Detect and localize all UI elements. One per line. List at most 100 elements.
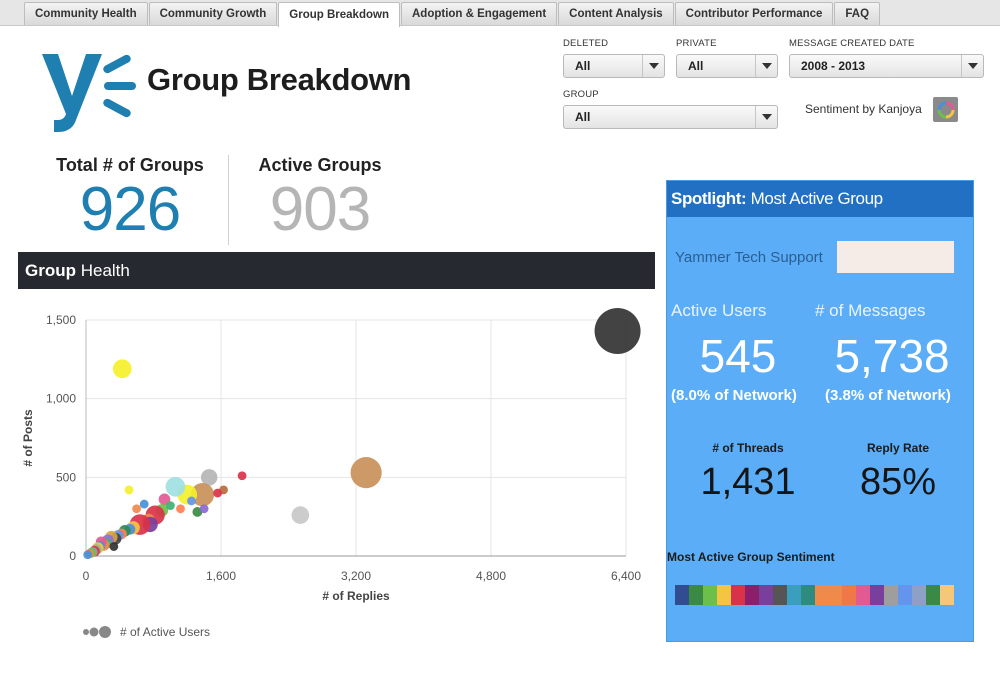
sentiment-segment bbox=[912, 585, 927, 605]
scatter-point bbox=[200, 469, 218, 486]
kpi-total-value: 926 bbox=[79, 175, 181, 244]
messages-value: 5,738 bbox=[834, 330, 950, 382]
spotlight-group-name[interactable]: Yammer Tech Support bbox=[675, 249, 823, 266]
kpi-active-value: 903 bbox=[269, 175, 371, 244]
page-title: Group Breakdown bbox=[147, 62, 412, 97]
chevron-down-icon[interactable] bbox=[755, 55, 777, 77]
filter-group: GROUP All bbox=[563, 89, 778, 129]
tabs: Community Health Community Growth Group Br… bbox=[24, 2, 881, 27]
scatter-point bbox=[199, 504, 209, 514]
spotlight-panel: Spotlight: Most Active Group Yammer Tech… bbox=[666, 180, 974, 642]
y-axis-label: # of Posts bbox=[21, 409, 35, 467]
sentiment-segment bbox=[675, 585, 689, 605]
deleted-select-value: All bbox=[575, 59, 591, 73]
filter-date-label: MESSAGE CREATED DATE bbox=[789, 38, 915, 49]
tab-faq[interactable]: FAQ bbox=[834, 2, 881, 25]
filter-group-label: GROUP bbox=[563, 89, 599, 100]
kanjoya-logo-icon[interactable] bbox=[933, 97, 958, 122]
kpi-divider bbox=[228, 155, 229, 245]
legend-label: # of Active Users bbox=[120, 625, 210, 639]
scatter-point bbox=[350, 457, 382, 489]
tab-adoption-engagement[interactable]: Adoption & Engagement bbox=[400, 2, 558, 25]
x-tick-label: 0 bbox=[83, 569, 90, 583]
filter-date: MESSAGE CREATED DATE 2008 - 2013 bbox=[789, 38, 984, 78]
spotlight-title-rest: Most Active Group bbox=[746, 189, 884, 208]
tab-bar: Community Health Community Growth Group Br… bbox=[0, 0, 1000, 27]
legend-dot-small bbox=[83, 629, 89, 635]
chevron-down-icon[interactable] bbox=[755, 106, 777, 128]
legend-dot-large bbox=[99, 626, 111, 638]
deleted-select[interactable]: All bbox=[563, 54, 665, 78]
scatter-point bbox=[213, 488, 223, 498]
filter-deleted: DELETED All bbox=[563, 38, 665, 78]
scatter-point bbox=[165, 476, 186, 497]
section-title-bold: Group bbox=[25, 261, 76, 280]
y-tick-label: 500 bbox=[56, 470, 76, 484]
sentiment-segment bbox=[800, 585, 815, 605]
kpi-active-groups: Active Groups 903 bbox=[240, 155, 400, 242]
scatter-point bbox=[237, 471, 247, 481]
kpi-total-label: Total # of Groups bbox=[56, 155, 204, 175]
spotlight-title-bold: Spotlight: bbox=[671, 189, 747, 208]
scatter-point bbox=[291, 506, 310, 524]
sentiment-segment bbox=[772, 585, 787, 605]
scatter-point bbox=[190, 482, 215, 507]
x-tick-label: 4,800 bbox=[476, 569, 506, 583]
tab-community-growth[interactable]: Community Growth bbox=[148, 2, 278, 25]
scatter-point bbox=[165, 501, 175, 511]
yammer-logo-icon bbox=[36, 42, 141, 137]
tab-contributor-performance[interactable]: Contributor Performance bbox=[674, 2, 834, 25]
reply-rate-label: Reply Rate bbox=[866, 441, 930, 455]
sentiment-segment bbox=[716, 585, 731, 605]
date-select[interactable]: 2008 - 2013 bbox=[789, 54, 984, 78]
y-tick-label: 1,000 bbox=[46, 392, 76, 406]
sentiment-title: Most Active Group Sentiment bbox=[667, 550, 835, 564]
sentiment-segment bbox=[744, 585, 759, 605]
scatter-point bbox=[109, 542, 119, 551]
private-select-value: All bbox=[688, 59, 704, 73]
sentiment-segment bbox=[940, 585, 955, 605]
scatter-point bbox=[176, 504, 185, 514]
tab-community-health[interactable]: Community Health bbox=[24, 2, 148, 25]
sentiment-segment bbox=[870, 585, 885, 605]
y-tick-label: 0 bbox=[69, 549, 76, 563]
active-users-value: 545 bbox=[699, 330, 777, 382]
sentiment-segment bbox=[702, 585, 717, 605]
scatter-point bbox=[112, 359, 132, 379]
scatter-point bbox=[132, 504, 142, 514]
private-select[interactable]: All bbox=[676, 54, 778, 78]
scatter-point bbox=[139, 499, 149, 509]
chevron-down-icon[interactable] bbox=[961, 55, 983, 77]
x-tick-label: 3,200 bbox=[341, 569, 371, 583]
sentiment-segment bbox=[898, 585, 913, 605]
date-select-value: 2008 - 2013 bbox=[801, 59, 866, 73]
sentiment-segment bbox=[926, 585, 941, 605]
spotlight-header: Spotlight: Most Active Group bbox=[667, 181, 973, 217]
scatter-point bbox=[187, 496, 196, 506]
x-axis-label: # of Replies bbox=[322, 589, 390, 603]
filter-private-label: PRIVATE bbox=[676, 38, 717, 49]
spotlight-group-swatch bbox=[837, 241, 954, 273]
tab-group-breakdown[interactable]: Group Breakdown bbox=[278, 2, 400, 27]
tab-content-analysis[interactable]: Content Analysis bbox=[558, 2, 674, 25]
sentiment-segment bbox=[688, 585, 703, 605]
messages-label: # of Messages bbox=[815, 301, 926, 320]
sentiment-segment bbox=[842, 585, 857, 605]
x-tick-label: 1,600 bbox=[206, 569, 236, 583]
threads-value: 1,431 bbox=[700, 461, 796, 503]
y-tick-label: 1,500 bbox=[46, 313, 76, 327]
group-select[interactable]: All bbox=[563, 105, 778, 129]
scatter-point bbox=[83, 550, 93, 560]
threads-label: # of Threads bbox=[712, 441, 784, 455]
scatter-point bbox=[124, 485, 134, 495]
filter-private: PRIVATE All bbox=[676, 38, 778, 78]
group-health-scatter-chart: 0 1,600 3,200 4,800 6,400 0 500 1,000 1,500 # of … bbox=[21, 308, 641, 639]
scatter-point bbox=[158, 493, 171, 506]
legend-dot-medium bbox=[89, 627, 99, 637]
active-users-label: Active Users bbox=[671, 301, 767, 320]
sentiment-credit: Sentiment by Kanjoya bbox=[805, 102, 922, 116]
sentiment-segment bbox=[758, 585, 773, 605]
x-tick-label: 6,400 bbox=[611, 569, 641, 583]
chevron-down-icon[interactable] bbox=[642, 55, 664, 77]
sentiment-segment bbox=[730, 585, 745, 605]
